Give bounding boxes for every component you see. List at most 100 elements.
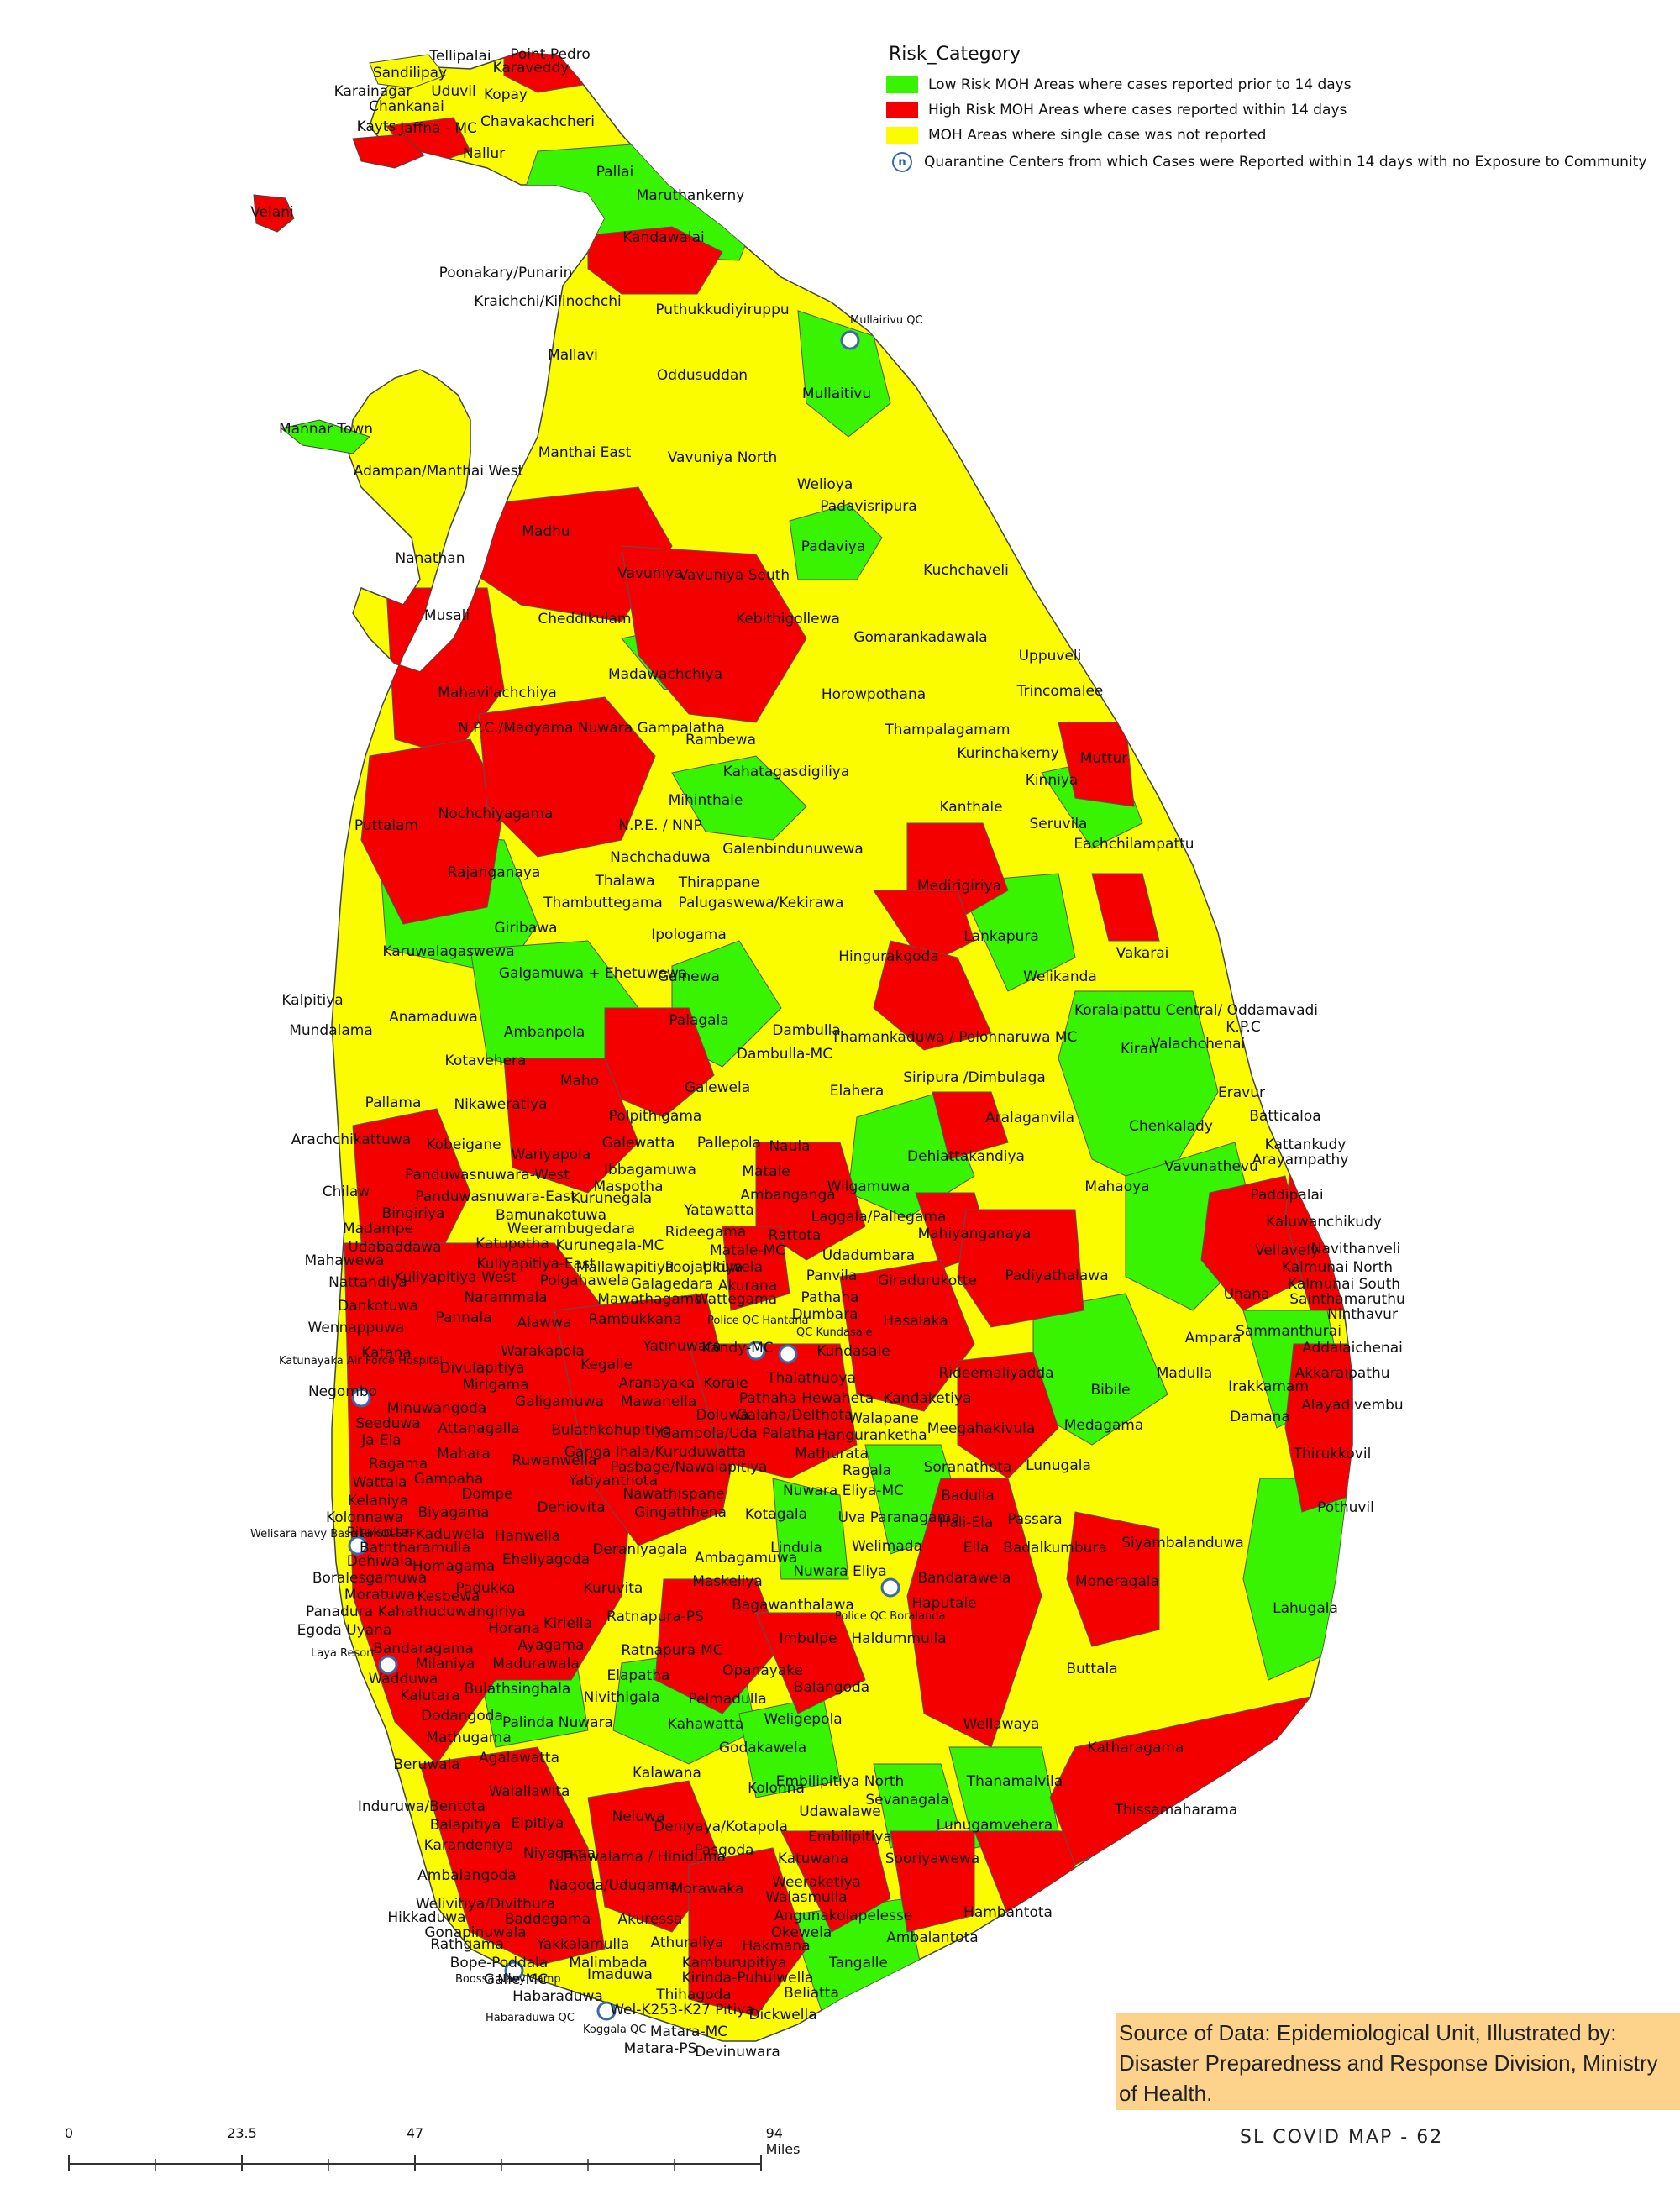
scale-tick-1: 23.5 <box>227 2125 257 2141</box>
quarantine-center-icon[interactable] <box>596 2001 617 2021</box>
moh-area-label: Karuwalagaswewa <box>382 943 514 960</box>
moh-area-label: Kolonna <box>748 1780 805 1797</box>
moh-area-label: Ragala <box>843 1462 891 1479</box>
moh-area-label: Galigamuwa <box>515 1394 604 1410</box>
quarantine-center-icon[interactable] <box>348 1535 368 1556</box>
jaffna-islands <box>253 54 446 454</box>
moh-area-label: Kotagala <box>745 1506 807 1523</box>
moh-area-label: Hanguranketha <box>816 1427 927 1444</box>
moh-area-label: Elpitiya <box>512 1815 564 1832</box>
moh-area-label: Arachchikattuwa <box>291 1131 411 1148</box>
moh-area-label: Adampan/Manthai West <box>354 463 524 480</box>
moh-area-label: Katupotha <box>475 1236 549 1252</box>
moh-area-label: Lunugamvehera <box>937 1817 1053 1834</box>
quarantine-center-label: Boossa Navy Camp <box>455 1973 561 1986</box>
moh-area-label: Bamunakotuwa <box>496 1207 606 1224</box>
source-line-1: Source of Data: Epidemiological Unit, Il… <box>1119 2020 1617 2045</box>
moh-area-label: Ambanganga <box>740 1187 835 1204</box>
moh-area-label: Mullaitivu <box>802 386 871 402</box>
moh-area-label: Akkaraipathu <box>1295 1365 1390 1382</box>
moh-area-label: Kahatagasdigiliya <box>723 764 850 780</box>
legend-swatch-no-case <box>886 127 918 144</box>
moh-area-label: Hambantota <box>963 1904 1053 1921</box>
quarantine-center-icon[interactable] <box>746 1341 766 1361</box>
moh-area-label: Embilipitiya <box>808 1829 892 1845</box>
moh-area-label: Matale-MC <box>710 1242 785 1259</box>
quarantine-center-icon[interactable] <box>504 1961 524 1981</box>
moh-area-label: Kattankudy <box>1265 1136 1347 1153</box>
moh-area-label: Ukuwela <box>702 1259 763 1276</box>
moh-area-label: Badalkumbura <box>1003 1540 1107 1556</box>
moh-area-label: Galewatta <box>602 1135 675 1152</box>
moh-area-label: Matale <box>742 1163 790 1180</box>
moh-area-label: Kiriella <box>543 1615 592 1632</box>
moh-area-label: Weligepola <box>764 1711 842 1728</box>
moh-area-label: Thawalama / Hiniduma <box>560 1849 726 1866</box>
moh-area-label: Dompe <box>461 1486 512 1503</box>
moh-area-label: Cheddikulam <box>538 611 631 627</box>
quarantine-labels: Mullairivu QC Katunayaka Air Force Hospit… <box>250 314 946 2036</box>
moh-area-label: Wadduwa <box>369 1671 438 1688</box>
moh-area-label: Doluwa <box>696 1407 748 1424</box>
moh-area-label: Medagama <box>1064 1417 1144 1434</box>
moh-area-label: Katuwana <box>778 1850 848 1867</box>
moh-area-label: Beliatta <box>784 1985 839 2002</box>
moh-area-label: Moneragala <box>1075 1573 1159 1590</box>
moh-area-label: Mallawapitiya <box>576 1259 675 1276</box>
moh-area-label: Alayadivembu <box>1301 1397 1403 1414</box>
moh-area-label: Badulla <box>941 1488 995 1504</box>
moh-area-label: Vavuniya <box>617 565 683 582</box>
moh-area-label: Baddegama <box>505 1911 591 1928</box>
moh-area-label: Boralesgamuwa <box>312 1570 427 1587</box>
moh-area-label: Udawalawe <box>799 1803 880 1820</box>
moh-area-label: Galewela <box>685 1079 750 1096</box>
moh-area-label: Galle-MC <box>484 1971 548 1988</box>
moh-area-label: Chankanai <box>369 98 444 115</box>
moh-area-label: N.P.C./Madyama Nuwara Gampalatha <box>458 720 725 737</box>
moh-area-label: Ragama <box>369 1456 428 1472</box>
moh-area-label: Korale <box>703 1375 748 1392</box>
quarantine-center-label: Habaraduwa QC <box>486 2012 575 2024</box>
quarantine-center-icon[interactable] <box>778 1344 798 1364</box>
moh-area-label: Matara-MC <box>650 2024 727 2040</box>
quarantine-center-icon[interactable] <box>378 1655 398 1675</box>
moh-area-label: Hingurakgoda <box>838 948 939 965</box>
quarantine-icons <box>348 330 900 2021</box>
moh-area-label: Thissamaharama <box>1114 1802 1238 1819</box>
moh-area-label: Mahavilachchiya <box>438 685 557 701</box>
moh-area-label: Athuraliya <box>651 1934 724 1951</box>
moh-area-label: Sainthamaruthu <box>1289 1291 1405 1308</box>
moh-area-label: Udadumbara <box>822 1247 915 1264</box>
moh-area-label: Rambukkana <box>589 1311 682 1328</box>
moh-area-label: Walasmulla <box>765 1889 847 1906</box>
moh-area-label: Imaduwa <box>587 1966 653 1983</box>
moh-area-label: Eachchilampattu <box>1074 836 1194 853</box>
moh-area-label: Kirinda-Puhulwella <box>682 1970 814 1987</box>
moh-area-label: Siripura /Dimbulaga <box>903 1069 1046 1086</box>
moh-area-label: Panduwasnuwara-East <box>415 1189 576 1205</box>
moh-area-label: Opanayake <box>722 1662 803 1679</box>
moh-area-label: Hanwella <box>495 1528 560 1545</box>
moh-area-label: Palagala <box>669 1012 728 1029</box>
moh-area-label: Welimada <box>852 1538 922 1555</box>
moh-area-label: Morawaka <box>671 1881 744 1898</box>
moh-area-label: Kalutara <box>400 1688 459 1704</box>
moh-area-label: Thalawa <box>594 873 654 890</box>
source-line-2: Disaster Preparedness and Response Divis… <box>1119 2050 1658 2076</box>
quarantine-center-icon[interactable] <box>880 1577 900 1598</box>
moh-area-label: Gampola/Uda Palatha <box>660 1425 815 1442</box>
moh-area-label: Madawachchiya <box>608 666 722 683</box>
moh-area-label: Gingathhena <box>634 1504 727 1521</box>
quarantine-center-label: Koggala QC <box>583 2024 646 2036</box>
quarantine-center-icon[interactable] <box>351 1388 371 1408</box>
quarantine-center-label: QC Kundasale <box>796 1326 872 1339</box>
moh-area-label: Yatawatta <box>683 1202 754 1219</box>
moh-area-label: Kurunegala <box>571 1190 652 1207</box>
quarantine-center-icon[interactable] <box>840 330 860 350</box>
legend-item-quarantine: n Quarantine Centers from which Cases we… <box>886 151 1646 173</box>
moh-area-label: Deraniyagala <box>592 1541 687 1558</box>
quarantine-center-label: Mullairivu QC <box>850 314 923 327</box>
scale-tick-2: 47 <box>406 2125 424 2141</box>
scale-bar: 0 23.5 47 94 Miles <box>50 2125 806 2184</box>
moh-area-label: Moratuwa <box>344 1587 415 1604</box>
